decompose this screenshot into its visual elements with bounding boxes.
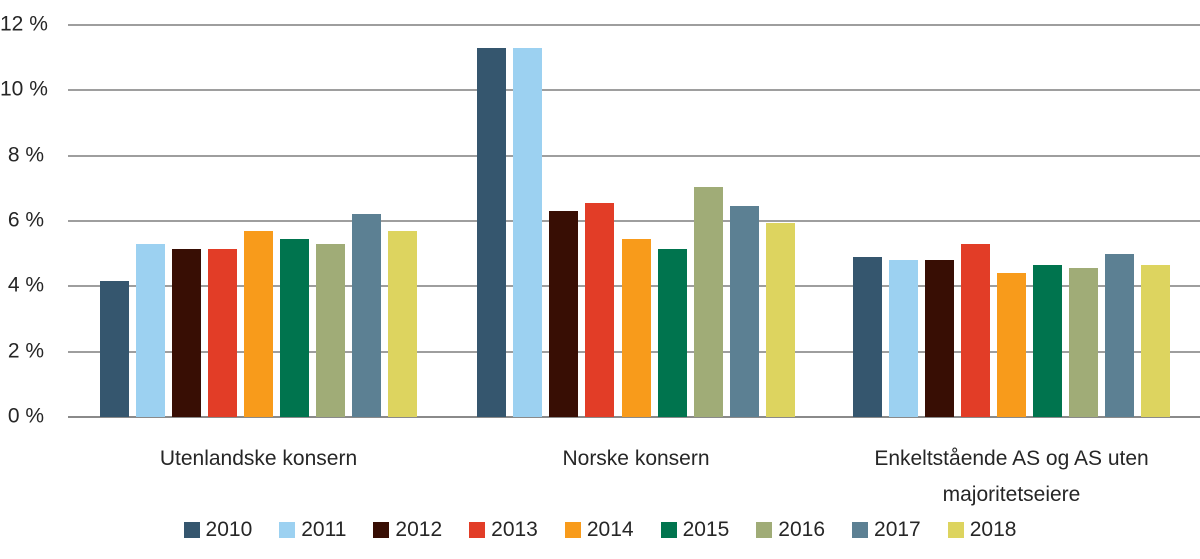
bar-2014-group1 [244,230,273,417]
bar-2018-group2 [766,222,795,417]
legend-swatch-2017 [852,522,869,538]
bar-2017-group3 [1105,253,1134,417]
y-tick-label-12%: 12 % [0,12,48,36]
bar-2012-group2 [549,211,579,417]
bar-2013-group1 [208,248,237,417]
plot-area [68,24,1200,418]
gridline-6% [68,220,1200,222]
legend-label-2012: 2012 [395,518,443,541]
bar-2015-group2 [657,248,687,417]
bar-2013-group2 [585,203,615,417]
y-tick-label-4%: 4 % [7,273,44,297]
gridline-8% [68,154,1200,157]
legend-swatch-2015 [660,522,677,538]
bar-2011-group3 [889,260,918,417]
y-tick-label-0%: 0 % [7,404,44,428]
legend-label-2015: 2015 [682,518,730,541]
bar-2017-group1 [352,214,381,417]
legend-swatch-2016 [756,522,773,538]
y-tick-label-8%: 8 % [7,143,44,167]
legend-swatch-2014 [564,522,581,538]
bar-2018-group3 [1141,265,1170,417]
legend-item-2012: 2012 [373,517,442,543]
bar-2014-group2 [621,238,651,417]
legend-item-2014: 2014 [564,517,634,543]
legend-label-2014: 2014 [586,518,634,541]
legend-label-2017: 2017 [874,518,921,541]
legend-item-2010: 2010 [183,517,253,543]
legend: 2010 2011 2012 2013 2014 2015 2016 2017 2018 [0,517,1200,543]
legend-swatch-2012 [373,522,390,538]
legend-swatch-2010 [183,522,200,538]
legend-item-2011: 2011 [279,517,346,543]
group-label-2: Norske konsern [562,447,710,470]
legend-item-2017: 2017 [852,517,921,543]
bar-2016-group1 [316,243,345,417]
gridline-0% [68,416,1200,418]
gridline-10% [68,89,1200,92]
bar-2011-group2 [513,47,543,417]
legend-label-2018: 2018 [969,518,1017,541]
bar-2016-group2 [693,186,723,417]
legend-item-2018: 2018 [947,517,1017,543]
legend-item-2016: 2016 [756,517,825,543]
y-tick-label-2%: 2 % [7,339,44,363]
bar-2012-group1 [172,248,201,417]
bar-2010-group2 [477,47,506,417]
bar-group-3 [853,25,1170,417]
bar-2017-group2 [729,206,759,417]
bar-group-1 [100,25,417,417]
legend-swatch-2018 [947,522,964,538]
legend-label-2013: 2013 [491,518,538,541]
bar-2010-group1 [100,281,129,417]
group-label-3: Enkeltstående AS og AS uten majoritetsei… [874,447,1149,506]
bar-2012-group3 [925,260,954,417]
bar-2015-group1 [280,238,309,417]
legend-label-2016: 2016 [778,518,826,541]
legend-item-2013: 2013 [469,517,538,543]
bar-2016-group3 [1069,268,1098,417]
legend-label-2010: 2010 [205,518,253,541]
bar-2013-group3 [961,243,990,417]
legend-label-2011: 2011 [301,518,347,541]
bar-2011-group1 [136,243,165,417]
group-label-1: Utenlandske konsern [159,447,358,470]
gridline-12% [68,24,1200,26]
bar-2015-group3 [1033,265,1062,417]
legend-item-2015: 2015 [660,517,730,543]
bar-group-2 [477,25,795,417]
bar-2010-group3 [853,256,882,417]
legend-swatch-2011 [279,522,296,538]
legend-swatch-2013 [469,522,486,538]
bar-2018-group1 [388,230,417,417]
y-tick-label-10%: 10 % [0,77,48,101]
bar-2014-group3 [997,273,1026,417]
y-tick-label-6%: 6 % [7,208,44,232]
